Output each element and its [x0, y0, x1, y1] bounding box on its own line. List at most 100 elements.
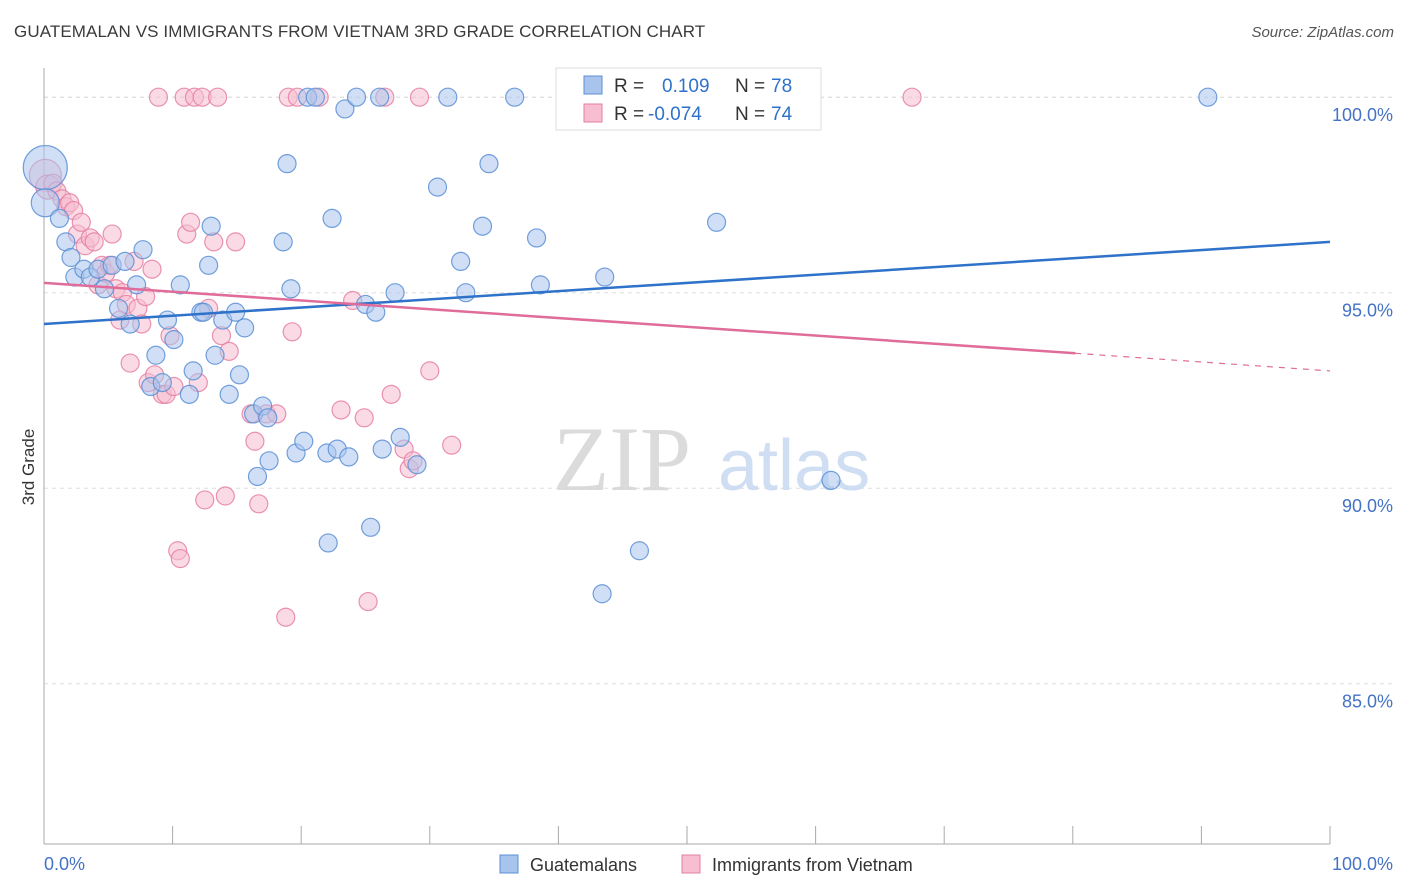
- vietnam-point: [442, 435, 462, 455]
- guatemalan-point: [133, 240, 153, 260]
- guatemalan-point: [49, 208, 70, 228]
- guatemalan-point: [126, 275, 147, 295]
- guatemalan-point: [629, 541, 650, 561]
- guatemalan-point: [115, 251, 135, 272]
- x-tick-label-max: 100.0%: [1332, 854, 1393, 874]
- series-legend: Guatemalans Immigrants from Vietnam: [499, 854, 913, 875]
- y-tick-label: 100.0%: [1332, 105, 1393, 125]
- guatemalan-point: [479, 154, 499, 174]
- correlation-legend: R = 0.109 N = 78 R = -0.074 N = 74: [555, 67, 822, 131]
- vietnam-point: [331, 400, 351, 420]
- legend-blue-swatch: [583, 75, 603, 95]
- vietnam-point: [71, 212, 91, 232]
- vietnam-point: [420, 361, 440, 381]
- legend-pink-r-label: R =: [614, 104, 644, 125]
- vietnam-point: [381, 384, 401, 404]
- bottom-legend-blue-swatch: [499, 854, 519, 874]
- guatemalan-point: [335, 99, 355, 119]
- guatemalan-point: [438, 87, 458, 107]
- guatemalan-point: [456, 283, 476, 303]
- guatemalan-point: [22, 144, 68, 191]
- vietnam-trend-line: [43, 281, 1076, 355]
- guatemalan-point: [258, 408, 278, 428]
- vietnam-point: [358, 591, 378, 612]
- guatemalan-point: [390, 427, 410, 447]
- vietnam-point: [249, 494, 269, 514]
- watermark-atlas: atlas: [718, 426, 870, 506]
- guatemalan-point: [505, 87, 525, 107]
- legend-blue-r-value: 0.109: [662, 76, 710, 97]
- y-tick-label: 95.0%: [1342, 301, 1393, 321]
- guatemalan-point: [526, 228, 547, 248]
- chart-source: Source: ZipAtlas.com: [1251, 24, 1394, 41]
- y-tick-label: 90.0%: [1342, 496, 1393, 516]
- guatemalan-point: [339, 447, 359, 467]
- guatemalan-point: [235, 318, 255, 338]
- guatemalan-point: [170, 275, 190, 295]
- guatemalan-point: [61, 247, 81, 268]
- guatemalan-point: [592, 584, 612, 604]
- vietnam-point: [84, 232, 104, 252]
- guatemalan-point: [1198, 87, 1218, 107]
- legend-blue-n-label: N =: [735, 76, 765, 97]
- series-guatemalans-points: [22, 87, 1218, 604]
- grid-lines: [44, 96, 1393, 685]
- chart-title: GUATEMALAN VS IMMIGRANTS FROM VIETNAM 3R…: [14, 22, 706, 41]
- guatemalan-point: [146, 345, 166, 365]
- guatemalan-point: [277, 154, 297, 174]
- guatemalan-point: [407, 455, 427, 475]
- vietnam-point: [282, 322, 302, 342]
- vietnam-point: [276, 607, 296, 627]
- guatemalan-point: [281, 279, 301, 299]
- legend-pink-n-value: 74: [771, 104, 793, 125]
- guatemalan-point: [157, 310, 178, 330]
- guatemalan-point: [30, 188, 60, 218]
- vietnam-point: [245, 431, 265, 451]
- vietnam-point: [215, 486, 235, 506]
- guatemalan-point: [427, 177, 448, 197]
- x-tick-label-min: 0.0%: [44, 854, 85, 874]
- guatemalan-point: [205, 345, 225, 365]
- guatemalan-point: [199, 255, 219, 275]
- guatemalan-point: [346, 87, 367, 107]
- guatemalan-point: [385, 283, 405, 303]
- guatemalan-point: [273, 232, 293, 252]
- legend-pink-r-value: -0.074: [648, 104, 702, 125]
- legend-pink-n-label: N =: [735, 104, 765, 125]
- guatemalan-point: [305, 87, 325, 107]
- vietnam-point: [170, 548, 190, 569]
- vietnam-point: [102, 224, 122, 244]
- vietnam-point: [195, 490, 215, 510]
- y-tick-label: 85.0%: [1342, 692, 1393, 712]
- vietnam-point: [208, 87, 228, 107]
- legend-blue-r-label: R =: [614, 76, 644, 97]
- guatemalan-point: [361, 517, 381, 537]
- vietnam-point: [354, 408, 374, 428]
- guatemalan-point: [94, 279, 115, 299]
- vietnam-point: [181, 212, 201, 232]
- guatemalan-point: [259, 451, 279, 471]
- guatemalan-point: [451, 251, 471, 272]
- trend-lines: [43, 240, 1331, 372]
- guatemalan-point: [472, 216, 493, 236]
- guatemalan-point: [179, 384, 199, 404]
- guatemalan-point: [247, 466, 268, 487]
- vietnam-point: [409, 87, 430, 107]
- guatemalans-trend-line: [43, 240, 1331, 326]
- legend-pink-swatch: [583, 103, 603, 123]
- vietnam-trend-extension: [1075, 352, 1331, 372]
- guatemalan-point: [706, 212, 727, 232]
- vietnam-point: [204, 232, 224, 252]
- guatemalan-point: [595, 267, 615, 287]
- bottom-legend-pink-swatch: [681, 854, 701, 874]
- watermark-zip: ZIP: [553, 408, 691, 510]
- guatemalan-point: [372, 439, 392, 459]
- guatemalan-point: [183, 361, 203, 381]
- legend-blue-n-value: 78: [771, 76, 792, 97]
- guatemalan-point: [201, 216, 221, 236]
- bottom-legend-guatemalans: Guatemalans: [530, 855, 637, 875]
- guatemalan-point: [530, 275, 550, 295]
- bottom-legend-vietnam: Immigrants from Vietnam: [712, 855, 913, 875]
- guatemalan-point: [322, 208, 342, 228]
- vietnam-point: [902, 87, 922, 107]
